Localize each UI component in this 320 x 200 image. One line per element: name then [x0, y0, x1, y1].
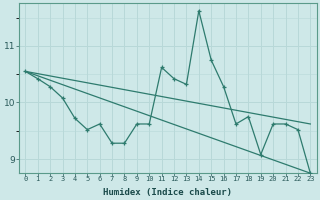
- X-axis label: Humidex (Indice chaleur): Humidex (Indice chaleur): [103, 188, 232, 197]
